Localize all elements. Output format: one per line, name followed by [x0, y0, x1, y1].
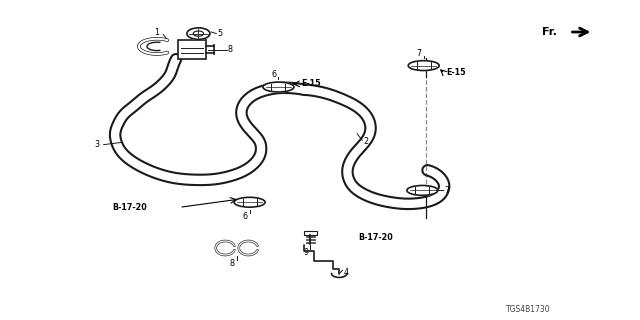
Text: B-17-20: B-17-20 — [112, 203, 147, 212]
Bar — [304, 231, 317, 235]
Text: 2: 2 — [364, 137, 369, 146]
Ellipse shape — [234, 197, 265, 207]
Text: E-15: E-15 — [446, 68, 466, 77]
Text: 5: 5 — [218, 29, 223, 38]
Text: B-17-20: B-17-20 — [358, 233, 393, 242]
Text: 9: 9 — [303, 248, 308, 257]
Text: 7: 7 — [417, 49, 422, 58]
Text: TGS4B1730: TGS4B1730 — [506, 305, 550, 314]
Bar — [177, 40, 206, 59]
Text: 3: 3 — [95, 140, 100, 149]
Text: 6: 6 — [243, 212, 248, 221]
Ellipse shape — [408, 61, 439, 70]
Text: 6: 6 — [271, 70, 276, 79]
Ellipse shape — [407, 186, 438, 195]
Text: 1: 1 — [154, 28, 159, 37]
Text: Fr.: Fr. — [542, 27, 557, 37]
Text: 4: 4 — [344, 268, 349, 277]
Ellipse shape — [263, 82, 294, 92]
Text: E-15: E-15 — [301, 79, 321, 88]
Text: 8: 8 — [228, 45, 233, 54]
Circle shape — [187, 28, 210, 39]
Text: 8: 8 — [230, 260, 235, 268]
Text: 7: 7 — [444, 186, 449, 195]
